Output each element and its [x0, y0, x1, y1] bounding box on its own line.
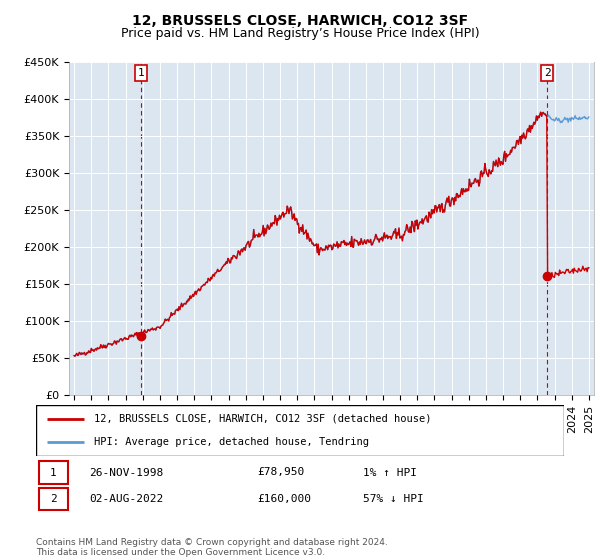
Text: 02-AUG-2022: 02-AUG-2022 — [89, 494, 163, 504]
Text: 1% ↑ HPI: 1% ↑ HPI — [364, 468, 418, 478]
Text: 57% ↓ HPI: 57% ↓ HPI — [364, 494, 424, 504]
Text: £160,000: £160,000 — [258, 494, 312, 504]
Bar — [38, 461, 68, 484]
Text: HPI: Average price, detached house, Tendring: HPI: Average price, detached house, Tend… — [94, 437, 369, 447]
Text: 12, BRUSSELS CLOSE, HARWICH, CO12 3SF (detached house): 12, BRUSSELS CLOSE, HARWICH, CO12 3SF (d… — [94, 414, 431, 424]
Bar — [38, 488, 68, 510]
Text: 2: 2 — [544, 68, 551, 78]
Text: 2: 2 — [50, 494, 56, 504]
Text: 1: 1 — [50, 468, 56, 478]
Text: £78,950: £78,950 — [258, 468, 305, 478]
Text: 1: 1 — [137, 68, 145, 78]
Text: Price paid vs. HM Land Registry’s House Price Index (HPI): Price paid vs. HM Land Registry’s House … — [121, 27, 479, 40]
Text: 26-NOV-1998: 26-NOV-1998 — [89, 468, 163, 478]
Text: 12, BRUSSELS CLOSE, HARWICH, CO12 3SF: 12, BRUSSELS CLOSE, HARWICH, CO12 3SF — [132, 14, 468, 28]
Text: Contains HM Land Registry data © Crown copyright and database right 2024.
This d: Contains HM Land Registry data © Crown c… — [36, 538, 388, 557]
